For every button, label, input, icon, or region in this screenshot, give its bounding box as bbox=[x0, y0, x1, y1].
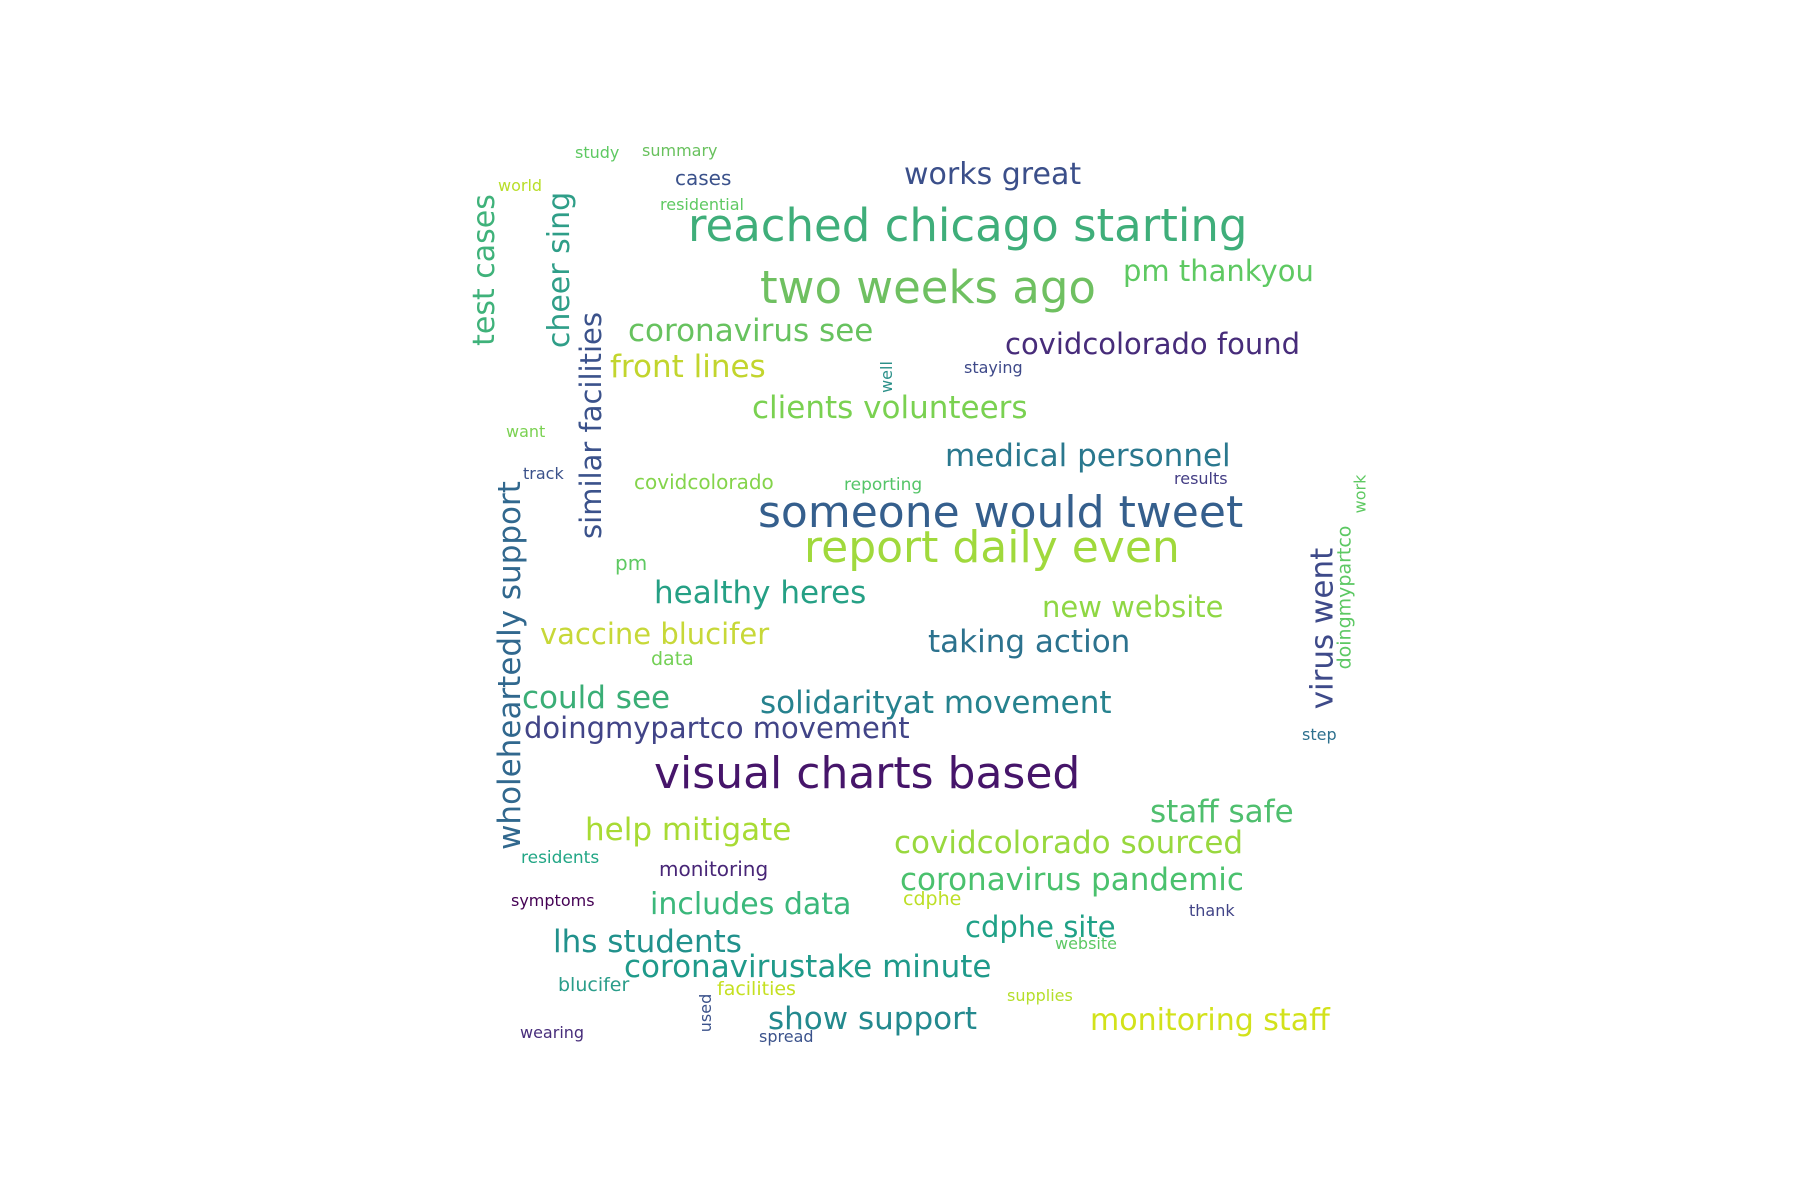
word-taking-action: taking action bbox=[928, 624, 1131, 660]
word-study: study bbox=[575, 143, 620, 162]
word-world: world bbox=[498, 176, 543, 195]
word-well: well bbox=[876, 361, 896, 393]
word-symptoms: symptoms bbox=[511, 891, 595, 910]
word-residential: residential bbox=[660, 195, 744, 214]
word-vaccine-blucifer: vaccine blucifer bbox=[540, 617, 770, 651]
word-coronavirus-pandemic: coronavirus pandemic bbox=[900, 862, 1244, 898]
word-test-cases: test cases bbox=[466, 194, 502, 346]
word-staying: staying bbox=[964, 358, 1023, 377]
word-wholeheartedly-support: wholeheartedly support bbox=[491, 480, 528, 850]
word-help-mitigate: help mitigate bbox=[585, 812, 792, 848]
word-work: work bbox=[1349, 474, 1369, 514]
word-clients-volunteers: clients volunteers bbox=[752, 390, 1028, 426]
word-cases: cases bbox=[675, 166, 732, 190]
word-healthy-heres: healthy heres bbox=[654, 575, 867, 611]
word-works-great: works great bbox=[904, 157, 1082, 192]
word-step: step bbox=[1302, 725, 1337, 744]
word-new-website: new website bbox=[1042, 590, 1224, 624]
word-two-weeks-ago: two weeks ago bbox=[760, 261, 1096, 314]
word-monitoring: monitoring bbox=[659, 857, 769, 881]
word-want: want bbox=[506, 422, 546, 441]
word-facilities: facilities bbox=[717, 978, 796, 1000]
word-monitoring-staff: monitoring staff bbox=[1090, 1003, 1330, 1038]
word-cdphe: cdphe bbox=[903, 888, 962, 910]
word-could-see: could see bbox=[522, 680, 671, 716]
word-front-lines: front lines bbox=[610, 349, 766, 385]
word-blucifer: blucifer bbox=[558, 974, 630, 996]
word-lhs-students: lhs students bbox=[553, 924, 742, 960]
word-someone-would-tweet: someone would tweet bbox=[758, 487, 1244, 538]
word-similar-facilities: similar facilities bbox=[573, 311, 608, 539]
word-staff-safe: staff safe bbox=[1150, 794, 1294, 830]
word-reporting: reporting bbox=[844, 475, 923, 495]
word-includes-data: includes data bbox=[650, 887, 852, 922]
word-report-daily-even: report daily even bbox=[804, 522, 1180, 573]
word-doingmypartco-movement: doingmypartco movement bbox=[524, 711, 910, 745]
word-used: used bbox=[696, 993, 716, 1033]
word-coronavirustake-minute: coronavirustake minute bbox=[624, 949, 992, 985]
word-medical-personnel: medical personnel bbox=[945, 438, 1231, 474]
word-reached-chicago-starting: reached chicago starting bbox=[688, 199, 1248, 252]
word-results: results bbox=[1174, 469, 1228, 488]
word-pm: pm bbox=[615, 551, 648, 575]
word-coronavirus-see: coronavirus see bbox=[628, 313, 874, 349]
word-show-support: show support bbox=[768, 1001, 977, 1037]
word-track: track bbox=[523, 464, 564, 483]
word-cdphe-site: cdphe site bbox=[965, 910, 1116, 944]
word-supplies: supplies bbox=[1007, 986, 1073, 1005]
word-residents: residents bbox=[521, 848, 600, 868]
word-website: website bbox=[1055, 934, 1117, 953]
word-summary: summary bbox=[642, 141, 718, 160]
word-thank: thank bbox=[1189, 901, 1235, 920]
word-doingmypartco-vertical: doingmypartco bbox=[1333, 525, 1356, 669]
word-cheer-sing: cheer sing bbox=[542, 191, 578, 349]
word-data: data bbox=[651, 648, 694, 670]
word-covidcolorado: covidcolorado bbox=[634, 470, 774, 494]
word-spread: spread bbox=[759, 1027, 814, 1046]
word-solidarityat-movement: solidarityat movement bbox=[760, 685, 1112, 721]
word-visual-charts-based: visual charts based bbox=[654, 748, 1081, 799]
word-covidcolorado-sourced: covidcolorado sourced bbox=[894, 825, 1244, 861]
word-pm-thankyou: pm thankyou bbox=[1123, 254, 1314, 288]
word-wearing: wearing bbox=[520, 1023, 585, 1042]
word-covidcolorado-found: covidcolorado found bbox=[1005, 327, 1300, 361]
